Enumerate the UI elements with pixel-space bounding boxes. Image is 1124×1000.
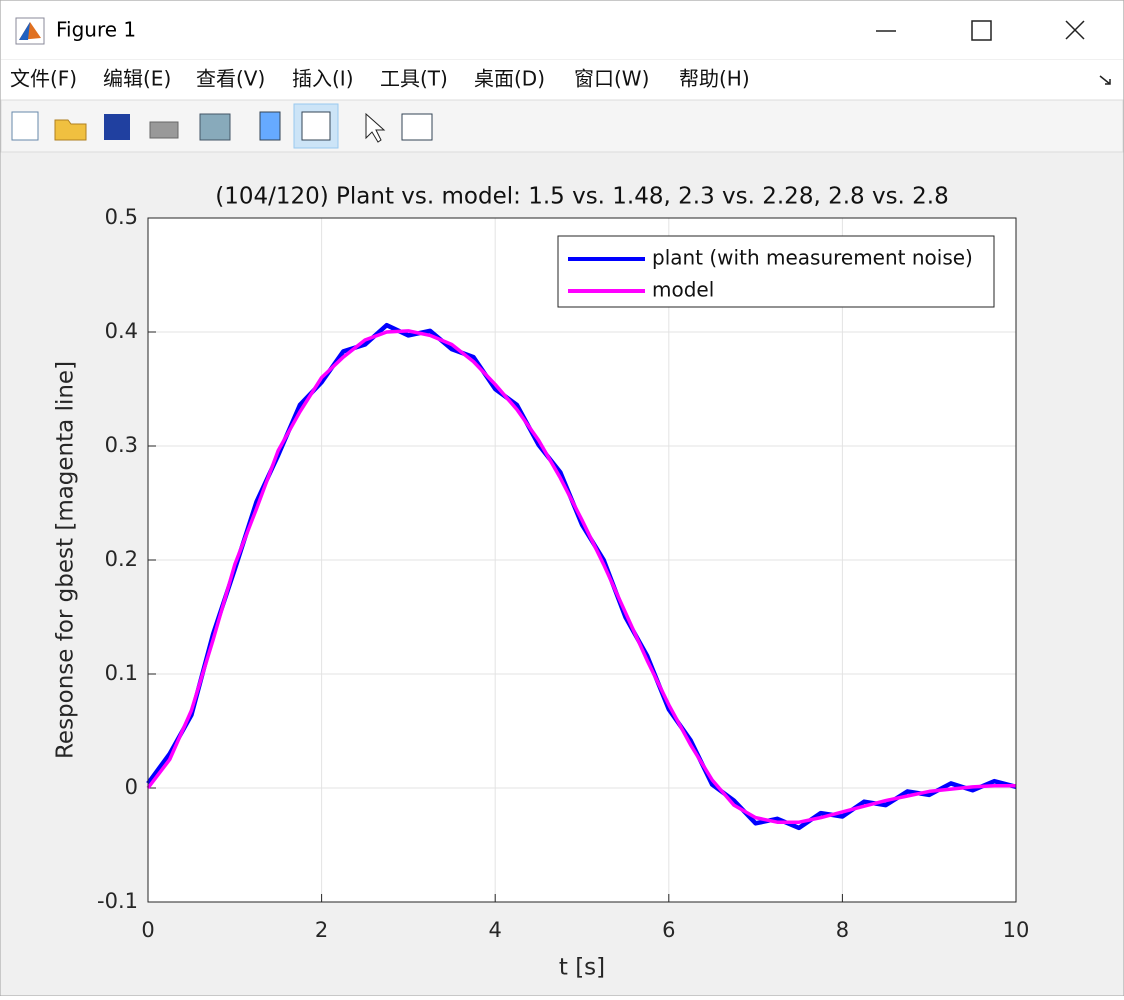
menu-item[interactable]: 帮助(H)	[679, 67, 750, 91]
menu-items: 文件(F) 编辑(E) 查看(V) 插入(I) 工具(T) 桌面(D) 窗口(W) 帮助(H)	[10, 67, 750, 91]
toolbar-icons	[11, 103, 433, 149]
pointer-icon[interactable]	[365, 112, 386, 143]
legend-label: model	[652, 278, 714, 302]
y-tick-label: 0.1	[105, 661, 138, 685]
menu-arrow[interactable]	[1099, 75, 1111, 85]
x-tick-label: 8	[836, 918, 849, 942]
chart-title: (104/120) Plant vs. model: 1.5 vs. 1.48,…	[215, 184, 949, 210]
link-icon[interactable]	[199, 113, 231, 141]
menu-bar	[1, 60, 1123, 100]
axes-box	[147, 217, 1017, 903]
title-bar	[1, 1, 1123, 59]
y-tick-label: 0.2	[105, 547, 138, 571]
menu-item[interactable]: 插入(I)	[292, 67, 354, 91]
x-tick-label: 10	[1003, 918, 1030, 942]
x-axis-label: t [s]	[559, 955, 605, 981]
menu-item[interactable]: 工具(T)	[380, 67, 448, 91]
property-icon[interactable]	[401, 113, 433, 141]
x-tick-label: 2	[315, 918, 328, 942]
print-icon[interactable]	[149, 121, 179, 139]
x-tick-label: 0	[141, 918, 154, 942]
maximize-button[interactable]	[971, 20, 992, 41]
close-button[interactable]	[1065, 20, 1085, 40]
menu-item[interactable]: 编辑(E)	[103, 67, 171, 91]
y-tick-label: 0.5	[105, 205, 138, 229]
open-icon[interactable]	[54, 119, 87, 141]
legend	[557, 235, 995, 308]
app-icon	[15, 17, 45, 45]
save-icon[interactable]	[104, 114, 130, 140]
toolbar	[0, 99, 1124, 153]
new-icon[interactable]	[11, 111, 39, 141]
legend-label: plant (with measurement noise)	[652, 246, 973, 270]
menu-item[interactable]: 文件(F)	[10, 67, 77, 91]
window-title: Figure 1	[56, 18, 136, 42]
y-tick-label: 0.3	[105, 433, 138, 457]
x-tick-label: 6	[662, 918, 675, 942]
series-line	[146, 329, 1016, 824]
menu-item[interactable]: 桌面(D)	[474, 67, 545, 91]
y-tick-label: 0	[125, 775, 138, 799]
menu-item[interactable]: 查看(V)	[196, 67, 265, 91]
legend-icon	[301, 111, 331, 141]
menu-item[interactable]: 窗口(W)	[574, 67, 649, 91]
y-tick-label: 0.4	[105, 319, 138, 343]
colorbar-icon[interactable]	[259, 111, 281, 141]
y-axis-label: Response for gbest [magenta line]	[53, 361, 79, 759]
x-tick-label: 4	[489, 918, 502, 942]
y-tick-label: -0.1	[97, 889, 138, 913]
